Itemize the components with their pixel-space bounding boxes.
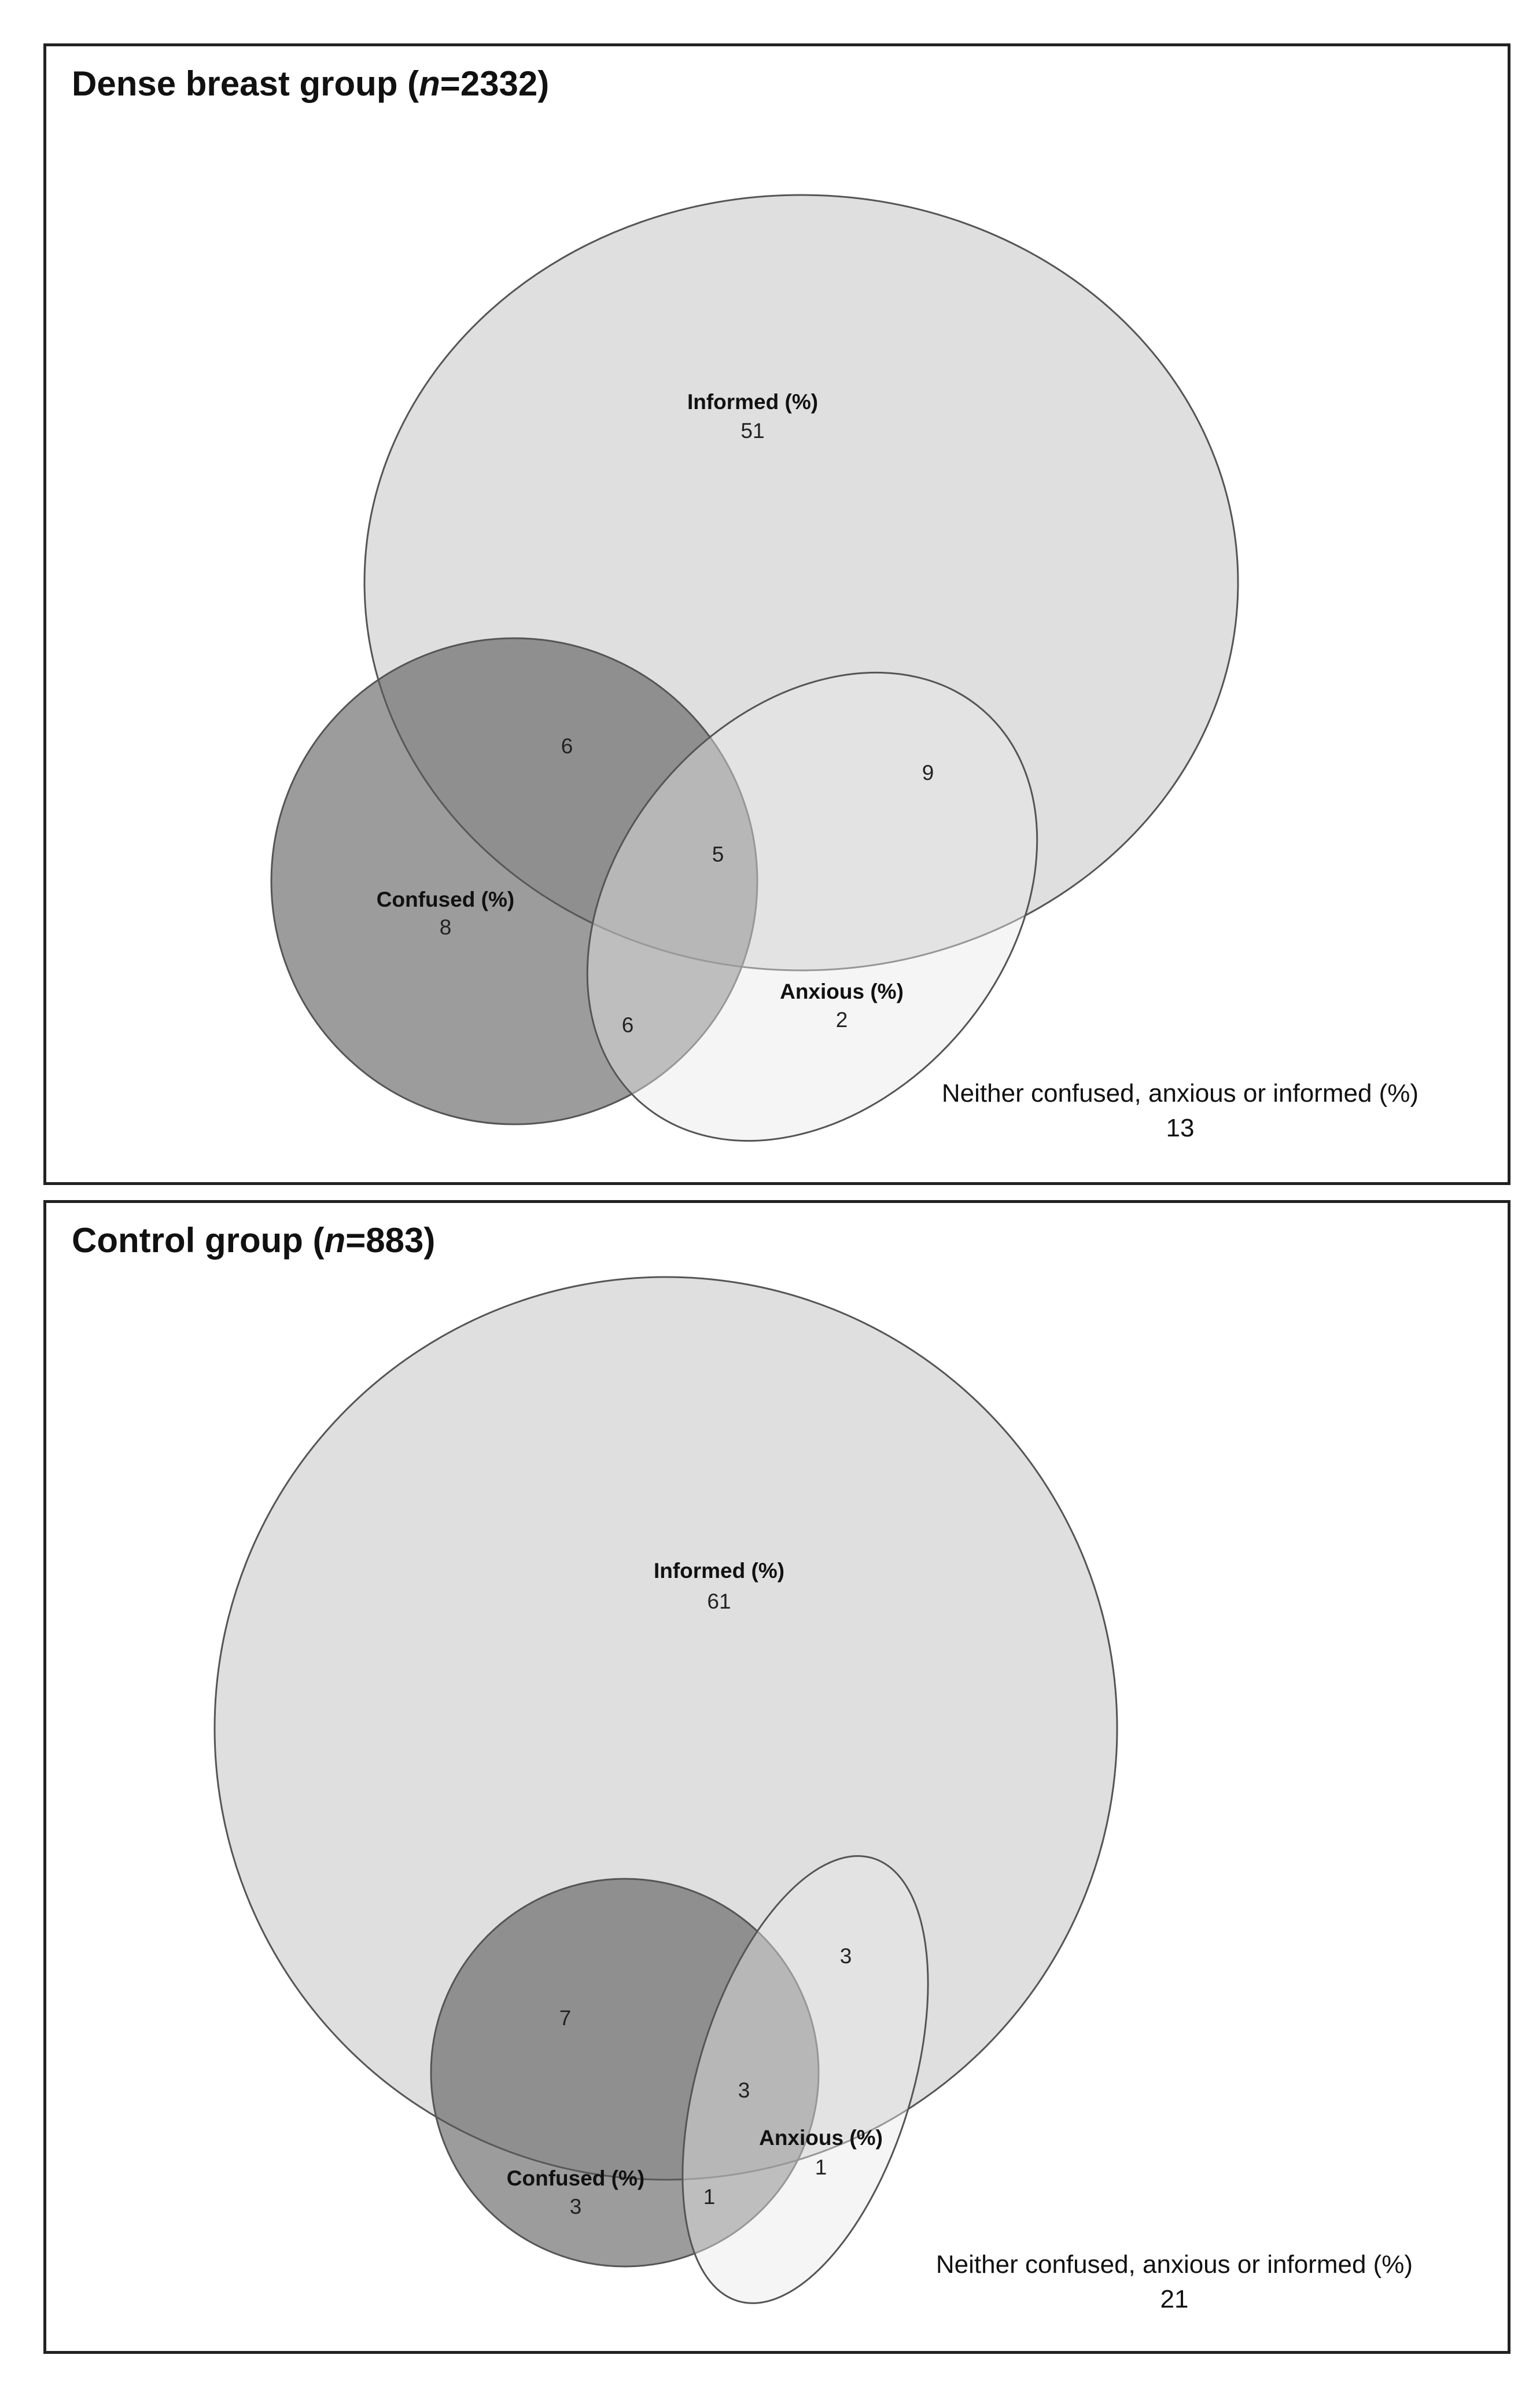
informed-confused-value: 6 [561, 734, 573, 758]
neither-label: Neither confused, anxious or informed (%… [941, 1079, 1419, 1107]
neither-block: Neither confused, anxious or informed (%… [879, 1079, 1481, 1143]
dense-breast-panel: Dense breast group (n=2332) Informed (%)… [43, 43, 1510, 1185]
confused-only-value: 8 [440, 915, 452, 939]
title-prefix: Dense breast group ( [72, 64, 419, 103]
title-n: n [324, 1221, 346, 1260]
informed-anxious-value: 3 [840, 1944, 852, 1968]
neither-label: Neither confused, anxious or informed (%… [935, 2250, 1413, 2279]
anxious-label: Anxious (%) [780, 980, 904, 1003]
title-suffix: =883) [345, 1221, 436, 1260]
control-panel: Control group (n=883) Informed (%) 61 7 … [43, 1200, 1510, 2354]
anxious-only-value: 2 [836, 1008, 848, 1032]
confused-anxious-value: 6 [622, 1013, 634, 1037]
title-suffix: =2332) [440, 64, 550, 103]
informed-label: Informed (%) [687, 390, 818, 414]
confused-set [270, 637, 758, 1125]
anxious-set [681, 1855, 929, 2304]
title-prefix: Control group ( [72, 1221, 325, 1260]
informed-label: Informed (%) [654, 1559, 784, 1583]
all-three-value: 3 [738, 2078, 750, 2102]
anxious-only-value: 1 [815, 2155, 827, 2179]
venn-diagram: Informed (%) 61 7 3 3 Confused (%) 3 1 A… [213, 1276, 1118, 2304]
informed-anxious-value: 9 [922, 761, 934, 785]
informed-only-value: 61 [707, 1589, 731, 1613]
venn-diagram: Informed (%) 51 6 9 5 Confused (%) 8 6 A… [270, 194, 1239, 1142]
confused-anxious-value: 1 [703, 2185, 716, 2209]
confused-only-value: 3 [570, 2195, 582, 2218]
all-three-value: 5 [712, 842, 724, 866]
panel-title: Control group (n=883) [72, 1220, 435, 1260]
neither-value: 13 [1166, 1114, 1195, 1142]
title-n: n [419, 64, 440, 103]
anxious-set [586, 671, 1038, 1142]
informed-confused-value: 7 [559, 2006, 572, 2030]
confused-label: Confused (%) [507, 2166, 644, 2190]
anxious-label: Anxious (%) [759, 2126, 883, 2150]
panel-title: Dense breast group (n=2332) [72, 64, 549, 104]
neither-value: 21 [1160, 2285, 1189, 2313]
informed-only-value: 51 [740, 419, 764, 443]
neither-block: Neither confused, anxious or informed (%… [874, 2250, 1475, 2314]
confused-set [430, 1878, 820, 2268]
confused-label: Confused (%) [377, 888, 514, 911]
